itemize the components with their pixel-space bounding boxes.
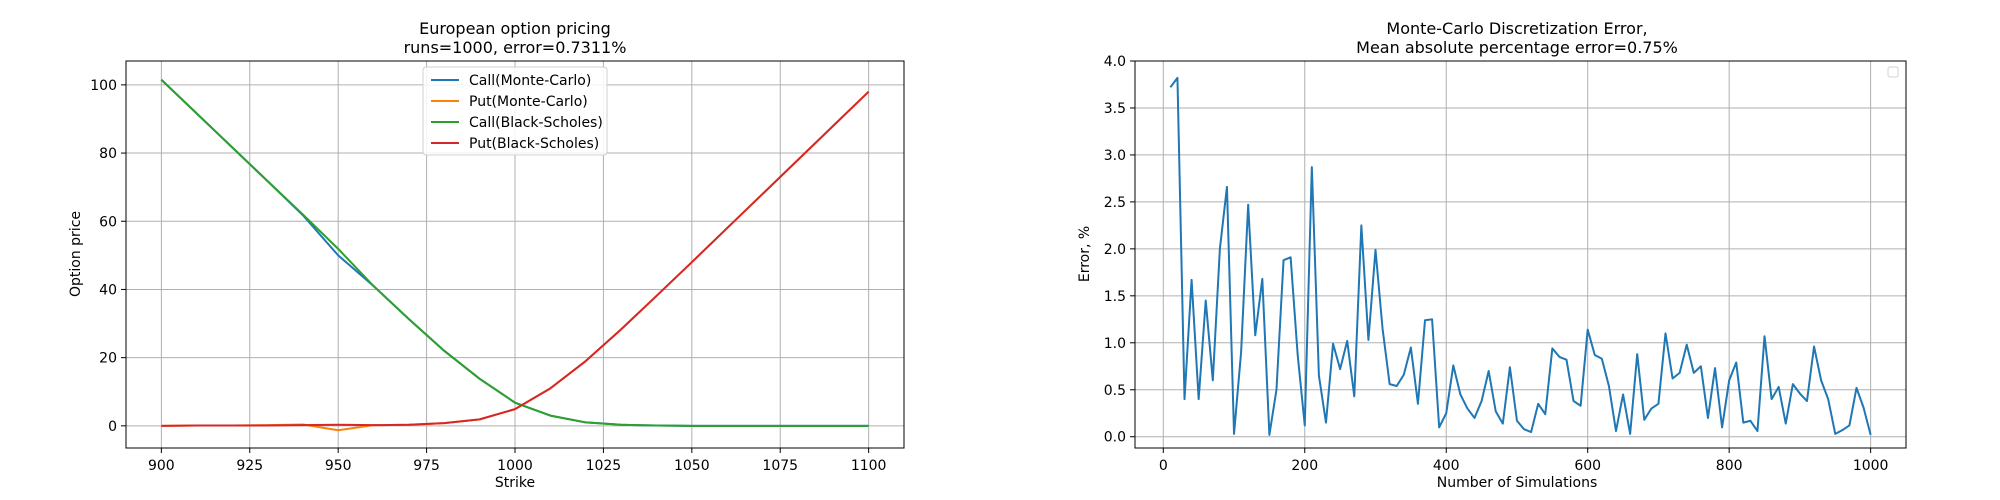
y-tick-label: 0.5 <box>1104 383 1126 399</box>
discretization-error-chart: Monte-Carlo Discretization Error, Mean a… <box>1077 19 1907 491</box>
y-tick-label: 4.0 <box>1104 54 1126 70</box>
option-pricing-chart: European option pricing runs=1000, error… <box>68 19 905 491</box>
x-tick-label: 900 <box>148 458 175 474</box>
y-tick-label: 0 <box>108 419 117 435</box>
x-tick-label: 1000 <box>497 458 533 474</box>
y-tick-label: 80 <box>99 146 117 162</box>
legend-entry-label: Call(Monte-Carlo) <box>469 73 591 89</box>
y-tick-label: 2.0 <box>1104 242 1126 258</box>
series-line-0 <box>1169 76 1872 436</box>
chart-title-line-2: Mean absolute percentage error=0.75% <box>1356 38 1678 57</box>
x-tick-label: 925 <box>236 458 263 474</box>
x-tick-label: 1075 <box>762 458 798 474</box>
x-tick-label: 600 <box>1574 458 1601 474</box>
y-axis-label: Error, % <box>1077 226 1093 282</box>
x-tick-label: 1100 <box>851 458 887 474</box>
legend-entry-label: Put(Monte-Carlo) <box>469 94 588 110</box>
y-axis-ticks: 0 20 40 60 80 100 <box>90 78 126 435</box>
legend-frame <box>422 66 608 156</box>
series-line-3 <box>161 90 870 427</box>
y-tick-label: 2.5 <box>1104 195 1126 211</box>
legend-entry-label: Call(Black-Scholes) <box>469 115 603 131</box>
grid-lines <box>126 61 904 448</box>
x-axis-ticks: 0 200 400 600 800 1000 <box>1159 448 1889 474</box>
x-tick-label: 1025 <box>586 458 622 474</box>
x-tick-label: 975 <box>413 458 440 474</box>
x-tick-label: 200 <box>1291 458 1318 474</box>
y-tick-label: 1.0 <box>1104 336 1126 352</box>
plot-series <box>160 79 870 432</box>
x-tick-label: 800 <box>1716 458 1743 474</box>
chart-title-line-2: runs=1000, error=0.7311% <box>404 38 627 57</box>
y-tick-label: 3.0 <box>1104 148 1126 164</box>
chart-title-line-1: European option pricing <box>419 19 611 38</box>
x-tick-label: 0 <box>1159 458 1168 474</box>
y-tick-label: 60 <box>99 214 117 230</box>
plot-series <box>1169 76 1872 436</box>
x-axis-ticks: 900 925 950 975 1000 1025 1050 1075 1100 <box>148 448 886 474</box>
x-tick-label: 950 <box>325 458 352 474</box>
y-axis-label: Option price <box>68 211 84 297</box>
y-axis-ticks: 0.0 0.5 1.0 1.5 2.0 2.5 3.0 3.5 4.0 <box>1104 54 1135 446</box>
y-tick-label: 40 <box>99 282 117 298</box>
y-tick-label: 0.0 <box>1104 430 1126 446</box>
x-axis-label: Strike <box>495 475 535 491</box>
x-tick-label: 400 <box>1433 458 1460 474</box>
y-tick-label: 1.5 <box>1104 289 1126 305</box>
y-tick-label: 3.5 <box>1104 101 1126 117</box>
y-tick-label: 100 <box>90 78 117 94</box>
x-tick-label: 1000 <box>1853 458 1889 474</box>
empty-legend-box <box>1887 66 1899 78</box>
x-tick-label: 1050 <box>674 458 710 474</box>
legend: Call(Monte-Carlo) Put(Monte-Carlo) Call(Bl… <box>422 66 608 156</box>
legend-entry-label: Put(Black-Scholes) <box>469 136 599 152</box>
axes-frame <box>1134 60 1907 449</box>
x-axis-label: Number of Simulations <box>1437 475 1598 491</box>
y-tick-label: 20 <box>99 351 117 367</box>
chart-title-line-1: Monte-Carlo Discretization Error, <box>1386 19 1647 38</box>
series-line-2 <box>160 79 869 427</box>
